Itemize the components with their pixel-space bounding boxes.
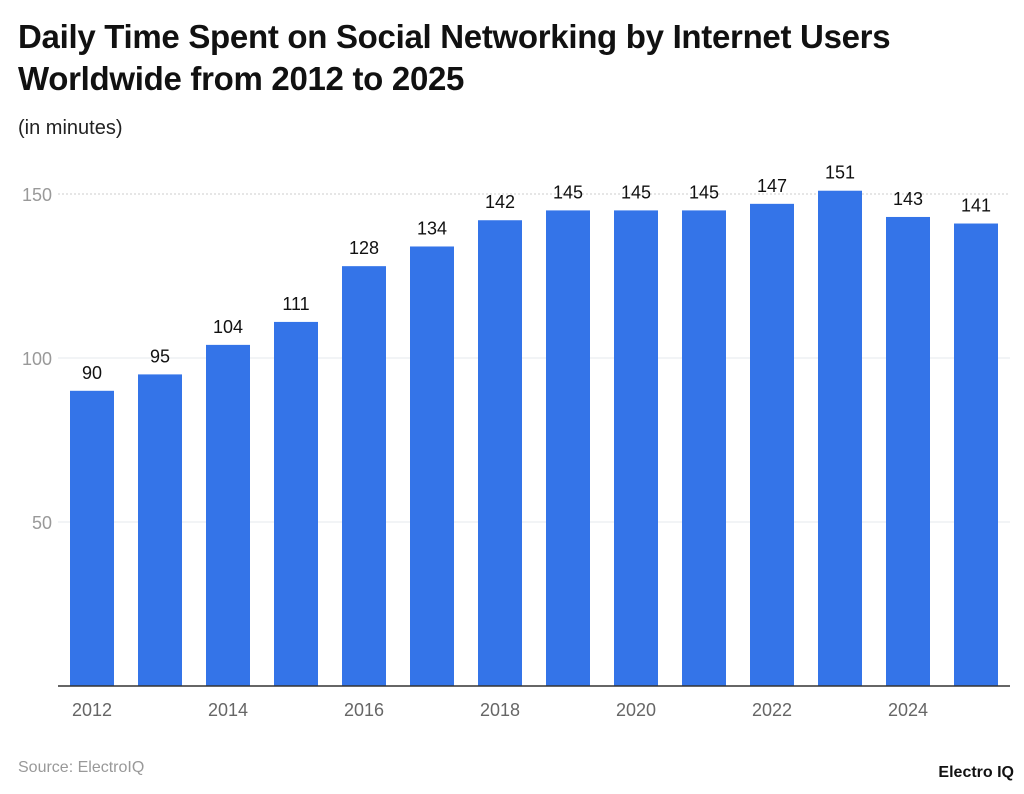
data-label: 145: [553, 182, 583, 202]
data-label: 142: [485, 192, 515, 212]
data-label: 141: [961, 196, 991, 216]
bar-2018: [478, 220, 522, 687]
bar-2013: [138, 374, 182, 686]
bar-2025: [954, 223, 998, 686]
x-tick-label: 2022: [752, 700, 792, 720]
y-tick-label: 150: [22, 185, 52, 205]
data-label: 145: [621, 182, 651, 202]
data-label: 95: [150, 346, 170, 366]
x-tick-label: 2014: [208, 700, 248, 720]
x-tick-label: 2012: [72, 700, 112, 720]
y-tick-label: 50: [32, 513, 52, 533]
data-label: 143: [893, 189, 923, 209]
y-tick-label: 100: [22, 349, 52, 369]
data-label: 128: [349, 238, 379, 258]
source-note: Source: ElectroIQ: [18, 759, 145, 776]
bar-2017: [410, 246, 454, 687]
data-label: 104: [213, 317, 243, 337]
bar-2015: [274, 321, 318, 686]
chart-title: Daily Time Spent on Social Networking by…: [18, 18, 891, 97]
bar-2022: [750, 203, 794, 686]
bar-2012: [70, 390, 114, 686]
x-tick-label: 2024: [888, 700, 928, 720]
data-label: 90: [82, 363, 102, 383]
bar-2024: [886, 216, 930, 686]
data-label: 145: [689, 182, 719, 202]
data-label: 134: [417, 218, 447, 238]
electroiq-logo: Electro IQ: [938, 764, 1014, 781]
bar-2016: [342, 266, 386, 686]
x-tick-label: 2020: [616, 700, 656, 720]
bar-2014: [206, 344, 250, 686]
bar-2019: [546, 210, 590, 686]
x-tick-label: 2018: [480, 700, 520, 720]
data-label: 111: [282, 294, 309, 314]
data-label: 147: [757, 176, 787, 196]
data-label: 151: [825, 163, 855, 183]
x-tick-label: 2016: [344, 700, 384, 720]
bar-2020: [614, 210, 658, 686]
bar-2021: [682, 210, 726, 686]
chart-subtitle: (in minutes): [18, 117, 123, 139]
bar-2023: [818, 190, 862, 686]
